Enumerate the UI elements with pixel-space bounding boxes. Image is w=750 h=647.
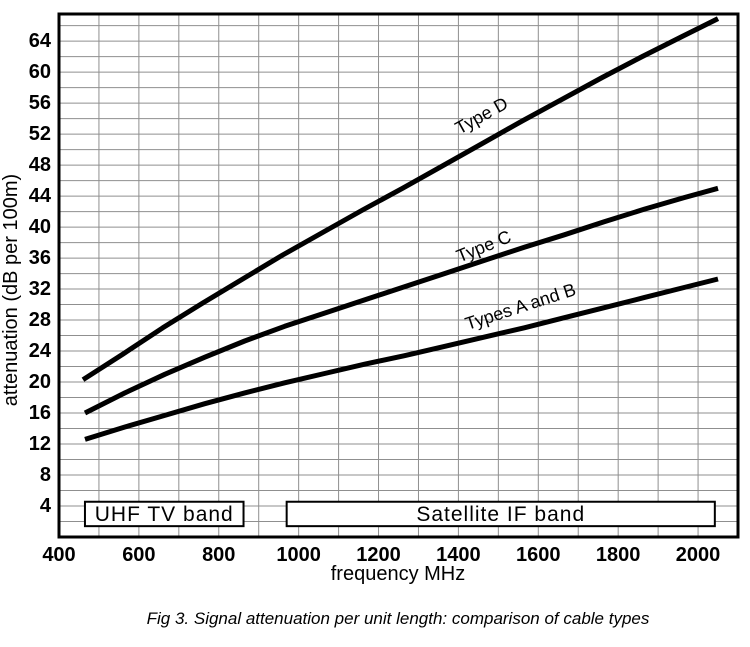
y-tick-label: 36 xyxy=(29,247,51,269)
x-tick-label: 1000 xyxy=(276,544,321,566)
y-tick-label: 44 xyxy=(29,185,52,207)
y-tick-label: 16 xyxy=(29,402,51,424)
y-tick-label: 4 xyxy=(40,495,52,517)
x-tick-label: 1200 xyxy=(356,544,401,566)
x-tick-label: 600 xyxy=(122,544,155,566)
band-uhf-tv-band: UHF TV band xyxy=(83,500,245,528)
x-tick-label: 1800 xyxy=(596,544,641,566)
y-tick-label: 12 xyxy=(29,433,51,455)
y-axis-title: attenuation (dB per 100m) xyxy=(0,174,22,406)
y-tick-label: 52 xyxy=(29,123,51,145)
x-axis-title: frequency MHz xyxy=(331,563,466,585)
x-tick-label: 2000 xyxy=(676,544,721,566)
series-line-type-c xyxy=(83,185,719,416)
y-tick-label: 60 xyxy=(29,61,51,83)
band-satellite-if-band: Satellite IF band xyxy=(285,500,716,528)
band-box xyxy=(285,500,716,528)
figure-caption: Fig 3. Signal attenuation per unit lengt… xyxy=(147,609,650,628)
y-tick-label: 28 xyxy=(29,309,51,331)
series-line-type-d xyxy=(81,16,720,382)
x-tick-label: 800 xyxy=(202,544,235,566)
band-label: UHF TV band xyxy=(95,503,234,526)
y-tick-label: 56 xyxy=(29,92,51,114)
y-tick-label: 24 xyxy=(29,340,52,362)
band-box xyxy=(83,500,245,528)
plot-frame xyxy=(57,12,740,539)
x-tick-label: 1400 xyxy=(436,544,481,566)
y-tick-label: 64 xyxy=(29,30,52,52)
band-label: Satellite IF band xyxy=(416,503,585,526)
x-tick-label: 1600 xyxy=(516,544,561,566)
y-tick-label: 48 xyxy=(29,154,51,176)
grid xyxy=(59,14,738,537)
series-line-types-a-and-b xyxy=(84,276,719,442)
y-tick-label: 32 xyxy=(29,278,51,300)
y-tick-label: 20 xyxy=(29,371,51,393)
x-tick-label: 400 xyxy=(42,544,75,566)
y-tick-label: 40 xyxy=(29,216,51,238)
y-tick-label: 8 xyxy=(40,464,51,486)
